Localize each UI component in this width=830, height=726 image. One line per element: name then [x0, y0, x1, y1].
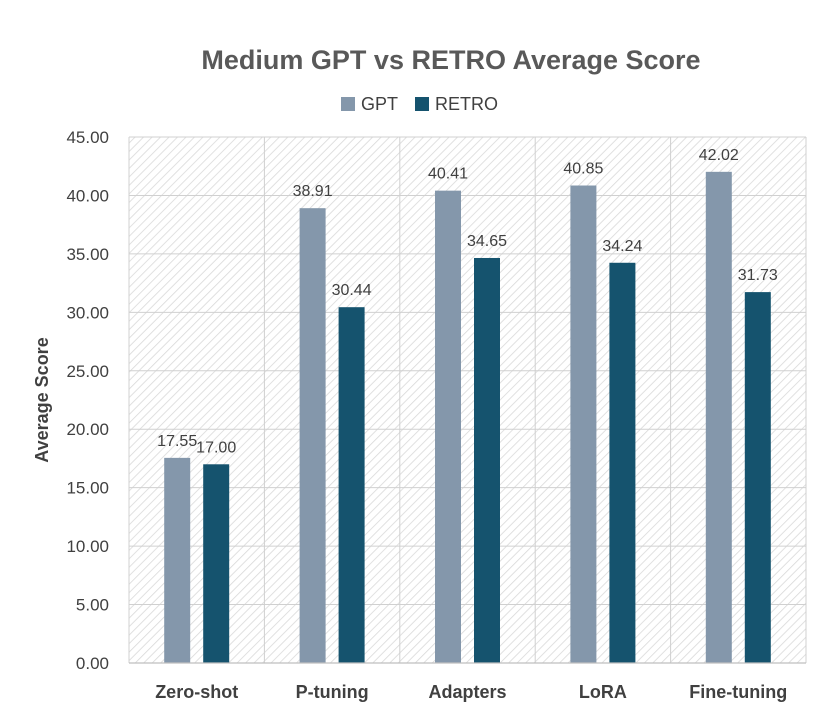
- data-label: 40.41: [428, 166, 468, 183]
- legend-swatch-gpt: [341, 97, 355, 111]
- y-tick-label: 25.00: [66, 362, 109, 381]
- y-tick-label: 10.00: [66, 537, 109, 556]
- x-tick-label: Fine-tuning: [689, 682, 787, 702]
- y-tick-label: 35.00: [66, 245, 109, 264]
- legend-label-gpt: GPT: [361, 94, 398, 114]
- x-tick-label: Adapters: [428, 682, 506, 702]
- data-label: 31.73: [738, 267, 778, 284]
- data-label: 30.44: [332, 282, 372, 299]
- data-label: 34.65: [467, 233, 507, 250]
- y-tick-label: 0.00: [76, 654, 109, 673]
- data-label: 42.02: [699, 147, 739, 164]
- data-label: 17.55: [157, 433, 197, 450]
- y-tick-label: 45.00: [66, 128, 109, 147]
- data-label: 38.91: [293, 183, 333, 200]
- bar-retro-p-tuning[interactable]: [338, 307, 365, 663]
- y-tick-label: 5.00: [76, 596, 109, 615]
- bar-retro-fine-tuning[interactable]: [744, 292, 771, 663]
- bar-gpt-zero-shot[interactable]: [164, 457, 191, 663]
- bar-gpt-fine-tuning[interactable]: [705, 171, 732, 663]
- legend: GPT RETRO: [341, 94, 498, 114]
- legend-swatch-retro: [415, 97, 429, 111]
- y-tick-label: 30.00: [66, 303, 109, 322]
- y-axis-label: Average Score: [32, 337, 52, 462]
- bar-gpt-lora[interactable]: [570, 185, 597, 663]
- data-label: 17.00: [196, 439, 236, 456]
- data-label: 40.85: [563, 161, 603, 178]
- bar-gpt-adapters[interactable]: [435, 190, 461, 664]
- bar-retro-lora[interactable]: [609, 262, 636, 663]
- legend-label-retro: RETRO: [435, 94, 498, 114]
- bar-gpt-p-tuning[interactable]: [299, 208, 326, 663]
- plot-background: [129, 137, 806, 663]
- bar-retro-adapters[interactable]: [474, 257, 500, 663]
- x-tick-label: P-tuning: [296, 682, 369, 702]
- x-tick-label: LoRA: [579, 682, 627, 702]
- data-label: 34.24: [602, 238, 642, 255]
- y-tick-label: 20.00: [66, 420, 109, 439]
- x-tick-label: Zero-shot: [155, 682, 238, 702]
- plot-area: 0.00 5.00 10.00 15.00 20.00 25.00 30.00 35.00 40…: [66, 128, 807, 702]
- y-tick-label: 40.00: [66, 186, 109, 205]
- bar-retro-zero-shot[interactable]: [203, 464, 230, 663]
- y-tick-label: 15.00: [66, 479, 109, 498]
- chart-title: Medium GPT vs RETRO Average Score: [201, 45, 700, 75]
